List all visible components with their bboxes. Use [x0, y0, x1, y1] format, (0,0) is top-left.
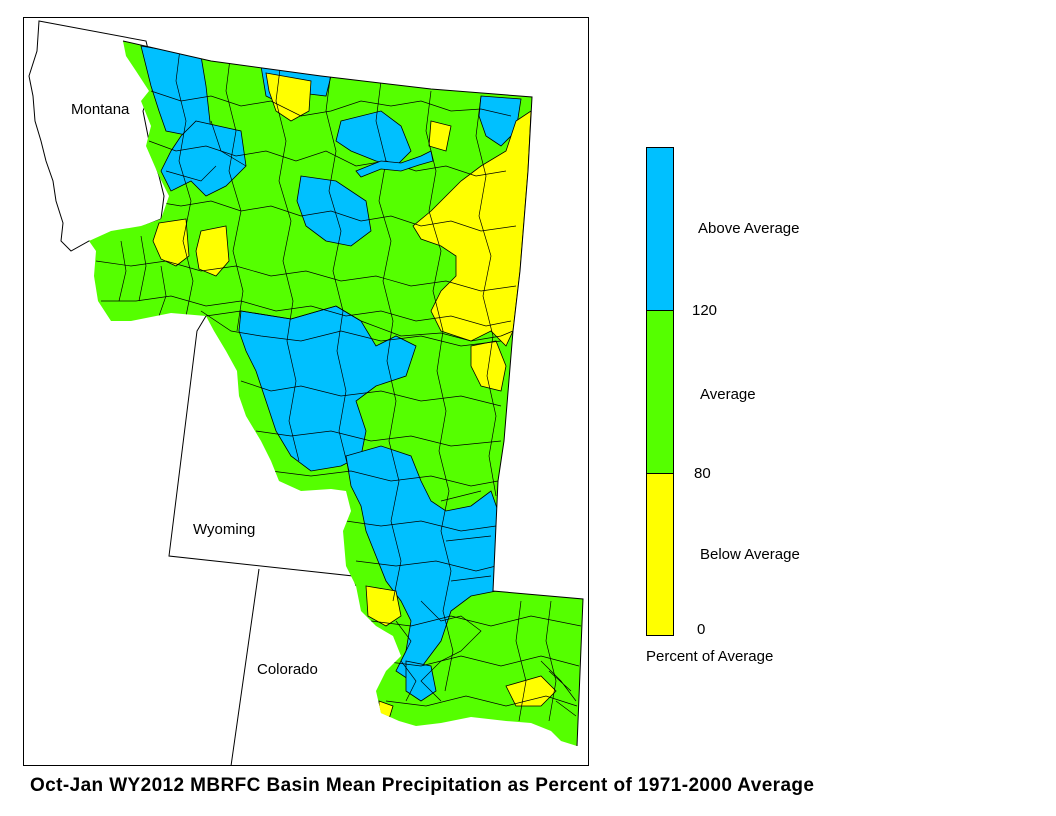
region-outline	[122, 40, 584, 747]
state-label-wyoming: Wyoming	[193, 521, 256, 538]
basin-boundary-lines	[95, 41, 582, 722]
state-label-montana: Montana	[71, 101, 130, 118]
map-frame: Montana Wyoming Colorado	[23, 17, 589, 766]
mt-wy-border	[205, 305, 514, 342]
legend-caption: Percent of Average	[646, 648, 774, 665]
legend-swatch-above	[646, 147, 674, 311]
legend-threshold-80: 80	[694, 465, 711, 482]
basin-fills	[89, 41, 583, 746]
colorado-west-boundary	[230, 568, 260, 765]
basin-map	[28, 20, 584, 765]
legend-swatch-below	[646, 473, 674, 636]
legend-label-average: Average	[700, 386, 756, 403]
legend-threshold-0: 0	[697, 621, 706, 638]
legend-swatch-average	[646, 310, 674, 474]
map-title: Oct-Jan WY2012 MBRFC Basin Mean Precipit…	[30, 775, 815, 796]
lake-features	[355, 150, 434, 178]
legend-label-above: Above Average	[698, 220, 800, 237]
legend-threshold-120: 120	[692, 302, 718, 319]
state-label-colorado: Colorado	[257, 661, 318, 678]
legend-label-below: Below Average	[700, 546, 800, 563]
